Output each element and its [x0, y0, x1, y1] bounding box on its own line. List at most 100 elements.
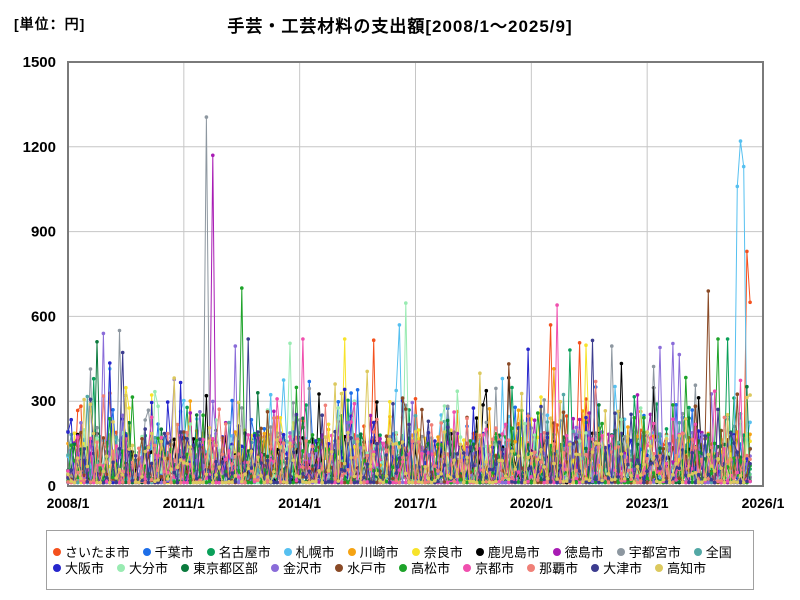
legend-item: 札幌市 [283, 546, 335, 559]
data-point [320, 413, 325, 418]
data-point [265, 480, 270, 484]
data-point [690, 431, 694, 435]
data-point [696, 429, 701, 433]
x-tick-label: 2008/1 [47, 495, 90, 511]
data-point [178, 430, 183, 434]
data-point [442, 419, 447, 424]
data-point [304, 475, 308, 480]
data-point [410, 480, 415, 485]
data-point [169, 467, 173, 471]
y-tick-label: 600 [31, 308, 56, 325]
data-point [371, 430, 376, 434]
data-point [635, 480, 640, 485]
data-point [162, 480, 167, 485]
data-point [124, 480, 128, 485]
data-point [420, 407, 424, 412]
data-point [664, 436, 669, 441]
data-point [655, 454, 659, 459]
data-point [597, 441, 601, 446]
data-point [539, 460, 543, 464]
data-point [98, 480, 102, 485]
data-point [513, 467, 517, 471]
data-point [445, 404, 450, 409]
data-point [577, 469, 582, 473]
data-point [201, 480, 205, 485]
data-point [159, 435, 164, 440]
data-point [262, 480, 267, 485]
data-point [677, 466, 682, 471]
data-point [375, 417, 379, 422]
data-point [127, 447, 131, 451]
data-point [330, 450, 334, 454]
data-point [555, 477, 559, 481]
data-point [709, 477, 714, 482]
data-point [745, 453, 749, 458]
legend-label: 大分市 [129, 560, 169, 576]
data-point [140, 478, 144, 483]
data-point [680, 448, 685, 452]
data-point [574, 435, 579, 440]
data-point [416, 440, 421, 444]
data-point [712, 469, 717, 473]
data-point [645, 469, 649, 474]
data-point [471, 479, 476, 484]
data-point [468, 479, 473, 484]
data-point [211, 437, 215, 441]
legend-label: 水戸市 [347, 560, 387, 576]
data-point [687, 473, 691, 478]
data-point [349, 480, 353, 485]
data-point [336, 406, 341, 410]
data-point [246, 466, 250, 471]
data-point [249, 480, 254, 485]
data-point [655, 463, 659, 468]
data-point [581, 409, 585, 413]
data-point [133, 480, 138, 484]
data-point [603, 409, 608, 413]
data-point [735, 470, 740, 475]
data-point [748, 461, 752, 466]
data-point [526, 455, 530, 460]
data-point [712, 480, 717, 485]
data-point [362, 480, 366, 485]
data-point [664, 467, 669, 472]
data-point [143, 418, 147, 422]
legend-item: 大分市 [117, 562, 168, 575]
data-point [561, 410, 566, 415]
data-point [590, 450, 595, 454]
data-point [545, 480, 550, 485]
data-point [342, 387, 347, 392]
data-point [175, 422, 180, 427]
data-point [272, 416, 276, 420]
data-point [159, 427, 164, 432]
data-point [130, 443, 135, 448]
data-point [719, 478, 723, 483]
data-point [429, 449, 434, 454]
data-point [220, 460, 225, 465]
data-point [577, 452, 582, 457]
data-point [684, 450, 688, 454]
data-point [722, 415, 727, 420]
data-point [632, 395, 637, 399]
data-point [156, 453, 160, 458]
data-point [342, 461, 347, 466]
legend-marker-icon [206, 548, 215, 556]
legend-marker-icon [53, 564, 61, 572]
data-point [326, 422, 331, 427]
data-point [207, 426, 212, 430]
data-point [545, 476, 550, 481]
x-tick-label: 2014/1 [278, 495, 321, 511]
data-point [706, 289, 711, 293]
data-point [436, 479, 440, 484]
data-point [487, 467, 492, 472]
data-point [114, 480, 119, 485]
data-point [162, 431, 167, 436]
data-point [690, 408, 694, 412]
data-point [577, 341, 582, 345]
data-point [82, 397, 86, 402]
data-point [500, 459, 505, 463]
data-point [333, 477, 337, 481]
data-point [478, 433, 482, 438]
data-point [72, 480, 77, 485]
data-point [178, 380, 183, 385]
data-point [684, 375, 688, 380]
